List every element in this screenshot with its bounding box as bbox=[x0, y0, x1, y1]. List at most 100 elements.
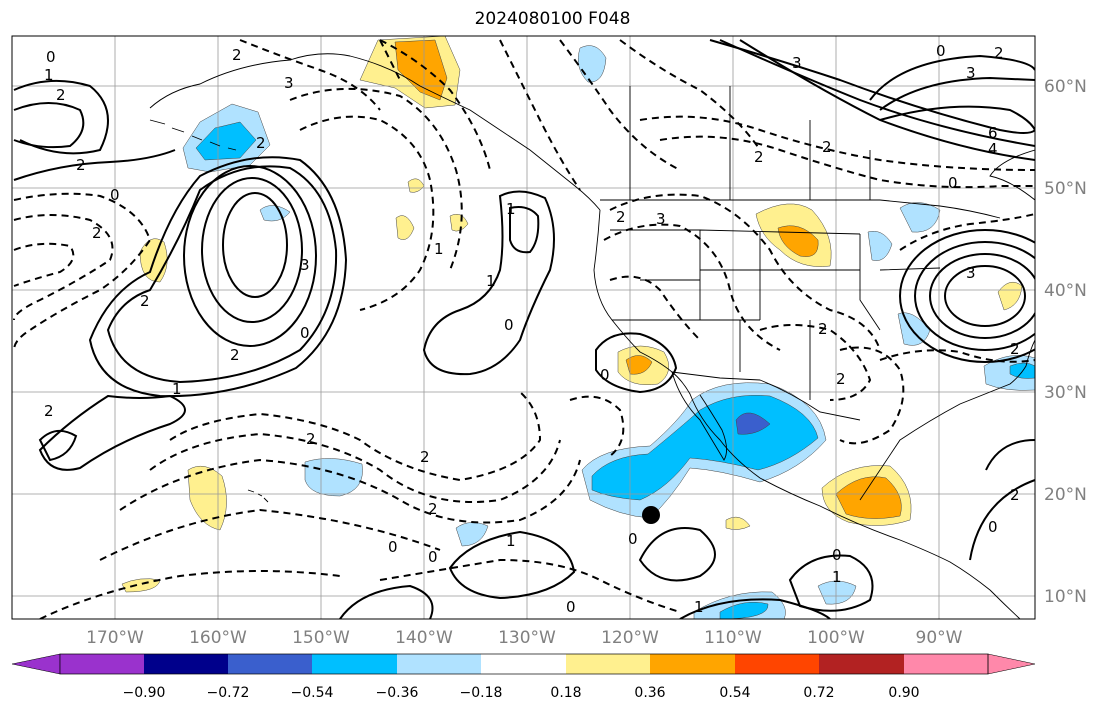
contour-labels: 0 1 2 2 3 3 2 3 6 4 2 0 2 0 2 2 2 3 2 1 … bbox=[44, 42, 1020, 616]
contour-label: 0 bbox=[832, 546, 842, 564]
lon-label: 110°W bbox=[704, 628, 762, 648]
lon-label: 120°W bbox=[601, 628, 659, 648]
colorbar-segment bbox=[312, 654, 397, 674]
canada-border bbox=[600, 199, 1001, 219]
contour-label: 2 bbox=[1010, 486, 1020, 504]
lon-label: 140°W bbox=[395, 628, 453, 648]
dashed-contour bbox=[149, 432, 561, 503]
contour-label: 1 bbox=[506, 532, 516, 550]
contour-label: 2 bbox=[56, 86, 66, 104]
dashed-contour bbox=[289, 87, 463, 271]
contour-label: 2 bbox=[754, 148, 764, 166]
contour-label: 0 bbox=[388, 538, 398, 556]
solid-contour bbox=[88, 156, 348, 398]
colorbar-segment bbox=[228, 654, 312, 674]
lat-label: 50°N bbox=[1044, 179, 1087, 199]
longitude-labels: 170°W 160°W 150°W 140°W 130°W 120°W 110°… bbox=[86, 628, 963, 648]
colorbar-tick: −0.18 bbox=[460, 685, 503, 701]
state-borders bbox=[610, 229, 941, 400]
contour-label: 2 bbox=[428, 500, 438, 518]
map-frame bbox=[11, 35, 1036, 620]
contour-label: 3 bbox=[284, 74, 294, 92]
coastlines bbox=[149, 53, 1035, 619]
solid-contour bbox=[38, 394, 186, 471]
contour-label: 2 bbox=[1010, 340, 1020, 358]
solid-contour bbox=[339, 584, 434, 619]
dashed-contour bbox=[619, 39, 761, 151]
dashed-contour bbox=[879, 349, 1035, 363]
dashed-contour bbox=[899, 213, 1035, 251]
contour-label: 1 bbox=[832, 568, 842, 586]
solid-contour bbox=[222, 192, 288, 298]
contour-label: 0 bbox=[566, 598, 576, 616]
colorbar-segment bbox=[819, 654, 904, 674]
solid-contour bbox=[944, 265, 1026, 327]
contour-label: 2 bbox=[822, 138, 832, 156]
dashed-contour bbox=[13, 214, 114, 321]
solid-contour bbox=[929, 253, 1035, 339]
hawaiian-islands bbox=[247, 489, 269, 503]
colorbar-segment bbox=[481, 654, 566, 674]
contour-label: 0 bbox=[428, 548, 438, 566]
lat-label: 30°N bbox=[1044, 383, 1087, 403]
colorbar-segment bbox=[735, 654, 819, 674]
dashed-contour bbox=[379, 39, 401, 81]
solid-contour bbox=[448, 530, 576, 600]
colorbar-tick: −0.36 bbox=[376, 685, 419, 701]
solid-contour bbox=[595, 332, 678, 394]
colorbar-tick: −0.90 bbox=[123, 685, 166, 701]
small-positive-blob bbox=[395, 215, 415, 240]
solid-contour bbox=[869, 54, 1035, 111]
socal-positive-core bbox=[625, 355, 653, 375]
colorbar-high-extension bbox=[987, 653, 1036, 675]
contour-label: 3 bbox=[966, 64, 976, 82]
solid-contour bbox=[788, 554, 874, 612]
small-positive-blob bbox=[449, 214, 469, 232]
solid-contour bbox=[914, 241, 1035, 351]
solid-contour bbox=[183, 165, 317, 347]
dashed-contour bbox=[659, 135, 1035, 189]
contour-label: 3 bbox=[966, 264, 976, 282]
contour-label: 4 bbox=[988, 140, 998, 158]
solid-contour bbox=[13, 79, 109, 155]
dashed-contour bbox=[559, 39, 681, 171]
dashed-contour bbox=[379, 39, 491, 171]
solid-contour bbox=[969, 479, 1035, 561]
contour-label: 2 bbox=[994, 44, 1004, 62]
plains-positive-core bbox=[777, 225, 819, 257]
solid-contour bbox=[13, 102, 85, 149]
dashed-contour bbox=[39, 570, 341, 619]
colorbar-low-extension bbox=[11, 653, 61, 675]
colorbar-segment bbox=[650, 654, 735, 674]
baja-peninsula bbox=[671, 371, 727, 461]
contour-label: 1 bbox=[694, 598, 704, 616]
centralamerica-positive-core bbox=[835, 476, 902, 519]
colorbar-tick: 0.90 bbox=[888, 685, 919, 701]
contour-label: 2 bbox=[420, 448, 430, 466]
lon-label: 170°W bbox=[86, 628, 144, 648]
alaska-positive-core bbox=[394, 39, 448, 101]
lon-label: 160°W bbox=[189, 628, 247, 648]
contour-label: 0 bbox=[988, 518, 998, 536]
contour-label: 2 bbox=[232, 46, 242, 64]
dashed-contour bbox=[239, 39, 381, 111]
dashed-contour bbox=[639, 115, 1035, 171]
contour-label: 3 bbox=[656, 210, 666, 228]
contour-label: 0 bbox=[110, 186, 120, 204]
contour-label: 3 bbox=[792, 54, 802, 72]
contour-label: 2 bbox=[836, 370, 846, 388]
us-mexico-border bbox=[671, 371, 861, 421]
colorbar-tick: −0.54 bbox=[291, 685, 334, 701]
dashed-contour bbox=[603, 223, 781, 351]
alaska-coastline bbox=[149, 53, 601, 211]
dashed-contour bbox=[569, 395, 625, 457]
contour-label: 1 bbox=[44, 66, 54, 84]
solid-contour bbox=[201, 177, 303, 323]
canada-provinces bbox=[629, 86, 871, 200]
dashed-contour bbox=[169, 391, 542, 482]
contour-label: 2 bbox=[92, 224, 102, 242]
mexico-strong-negative bbox=[735, 412, 771, 435]
dashed-contour bbox=[299, 115, 435, 311]
solid-contour bbox=[106, 165, 338, 384]
colorbar-tick: 0.18 bbox=[550, 685, 581, 701]
